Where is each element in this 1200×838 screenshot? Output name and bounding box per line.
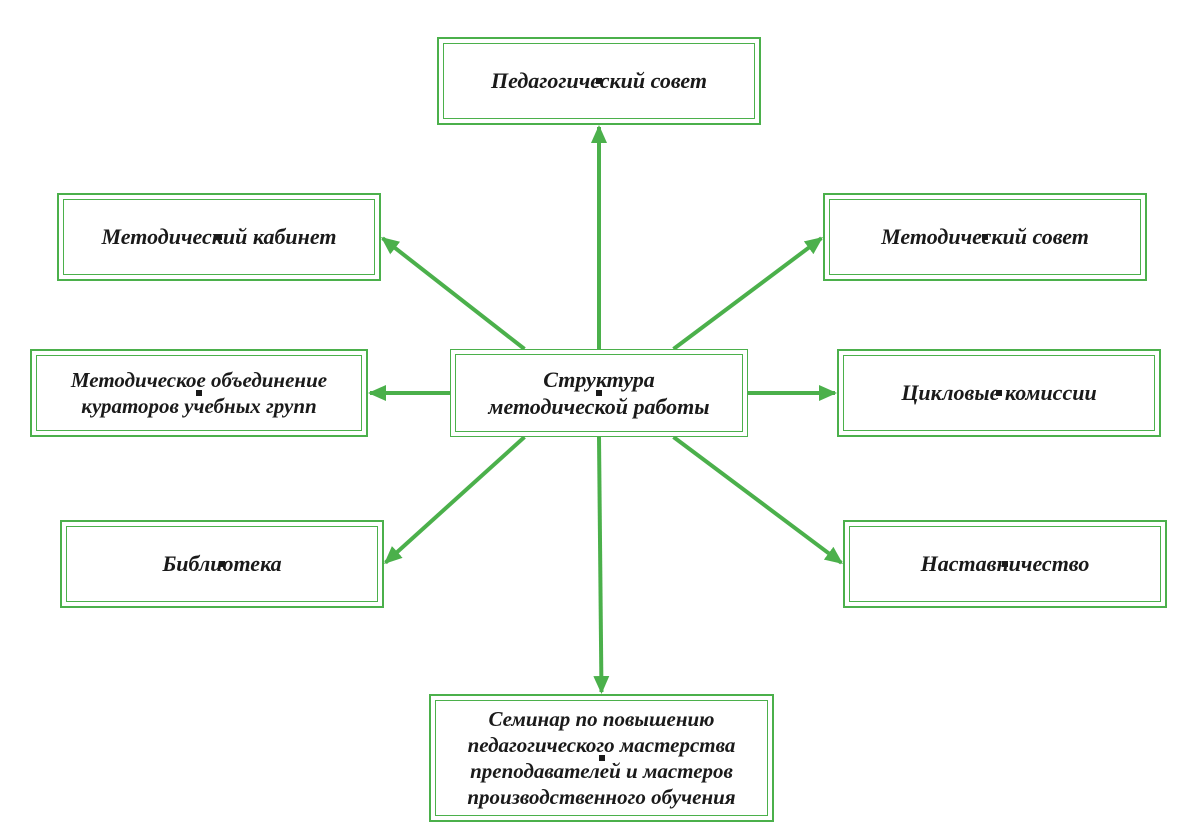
node-center-label: Структураметодической работы xyxy=(461,366,737,421)
node-top: Педагогический совет xyxy=(437,37,761,125)
node-bottom-label: Семинар по повышениюпедагогического маст… xyxy=(441,706,762,811)
node-top-left-label: Методический кабинет xyxy=(69,223,369,251)
node-bottom: Семинар по повышениюпедагогического маст… xyxy=(429,694,774,822)
node-top-left: Методический кабинет xyxy=(57,193,381,281)
node-mid-right-label: Цикловые комиссии xyxy=(849,379,1149,407)
node-bot-right-label: Наставничество xyxy=(855,550,1155,578)
node-bot-left: Библиотека xyxy=(60,520,384,608)
node-center: Структураметодической работы xyxy=(450,349,748,437)
node-top-right: Методический совет xyxy=(823,193,1147,281)
node-bot-left-label: Библиотека xyxy=(72,550,372,578)
node-top-label: Педагогический совет xyxy=(449,67,749,95)
diagram-stage: Структураметодической работы Педагогичес… xyxy=(0,0,1200,838)
node-mid-right: Цикловые комиссии xyxy=(837,349,1161,437)
node-mid-left-label: Методическое объединениекураторов учебны… xyxy=(42,367,356,420)
node-bot-right: Наставничество xyxy=(843,520,1167,608)
node-top-right-label: Методический совет xyxy=(835,223,1135,251)
node-mid-left: Методическое объединениекураторов учебны… xyxy=(30,349,368,437)
